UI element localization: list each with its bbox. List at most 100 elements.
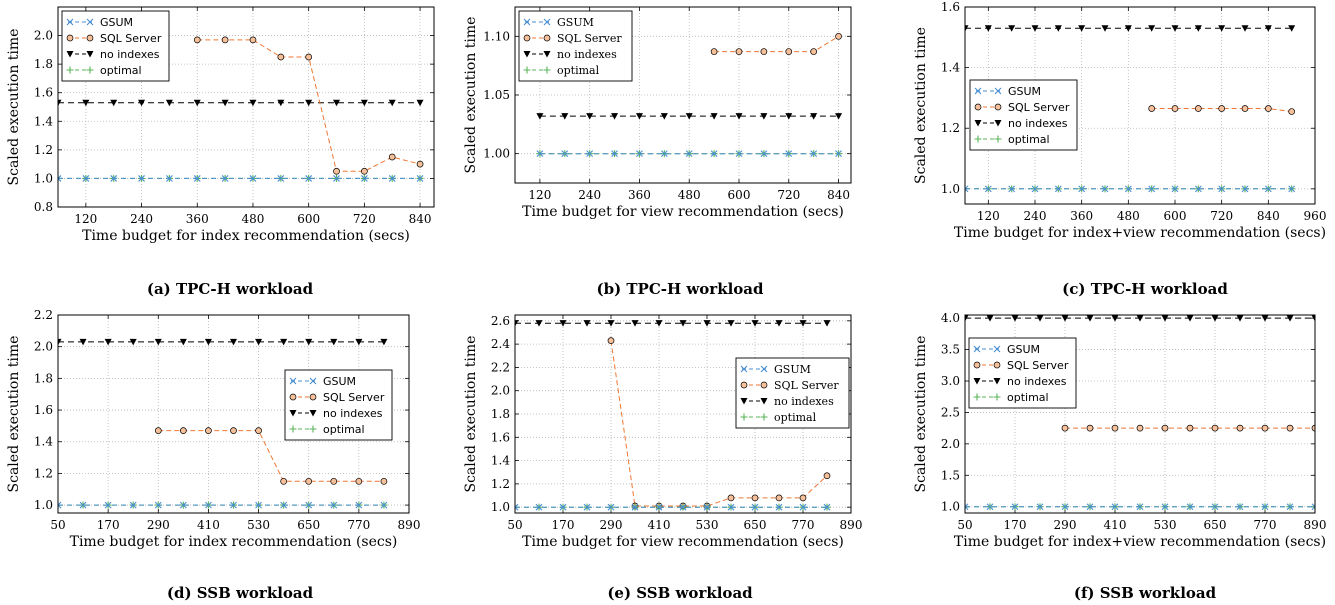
- data-point-no-indexes: [703, 320, 711, 327]
- data-point-gsum: [1086, 503, 1094, 511]
- legend-box: [969, 79, 1078, 151]
- data-point-no-indexes: [679, 320, 687, 327]
- data-point-gsum: [984, 185, 992, 193]
- series-sql-server: [1148, 105, 1296, 115]
- data-point-no-indexes: [1008, 25, 1016, 32]
- series-layer: [965, 25, 1296, 193]
- legend-item-optimal: optimal: [973, 391, 1049, 404]
- data-point-no-indexes: [660, 113, 668, 120]
- legend-marker: [760, 398, 768, 405]
- data-point-no-indexes: [249, 99, 257, 107]
- x-tick-label: 290: [147, 518, 170, 532]
- data-point-no-indexes: [1194, 25, 1202, 32]
- series-line-sql-server: [610, 340, 828, 507]
- series-sql-server: [1061, 424, 1315, 432]
- data-point-gsum: [416, 175, 424, 182]
- x-axis-label: Time budget for index recommendation (se…: [82, 228, 410, 244]
- data-point-gsum: [561, 150, 569, 158]
- series-layer: [58, 338, 388, 509]
- data-point-no-indexes: [760, 113, 768, 120]
- legend-marker: [289, 377, 297, 385]
- y-tick-label: 1.2: [34, 143, 53, 157]
- data-point-optimal: [1311, 503, 1315, 511]
- data-point-sql-server: [1194, 105, 1202, 112]
- y-axis-label: Scaled execution time: [463, 336, 479, 493]
- x-tick-label: 530: [247, 518, 270, 532]
- data-point-no-indexes: [1148, 25, 1156, 32]
- data-point-gsum: [58, 175, 62, 182]
- x-tick-label: 840: [409, 212, 432, 226]
- legend-marker: [523, 34, 531, 42]
- data-point-no-indexes: [1054, 25, 1062, 32]
- legend-marker: [994, 135, 1002, 143]
- x-tick-label: 410: [197, 518, 220, 532]
- legend-marker: [740, 365, 748, 373]
- series-gsum: [515, 503, 831, 511]
- data-point-gsum: [1171, 185, 1179, 193]
- data-point-no-indexes: [799, 320, 807, 327]
- legend-label: SQL Server: [557, 32, 622, 45]
- series-gsum: [536, 150, 842, 158]
- x-tick-label: 600: [297, 212, 320, 226]
- data-point-no-indexes: [1101, 25, 1109, 32]
- data-point-no-indexes: [1311, 315, 1315, 322]
- legend-label: optimal: [557, 64, 600, 77]
- legend-marker: [973, 393, 981, 401]
- data-point-gsum: [255, 501, 262, 509]
- data-point-gsum: [685, 150, 693, 158]
- data-point-no-indexes: [1288, 25, 1296, 32]
- data-point-gsum: [586, 150, 594, 158]
- data-point-gsum: [1101, 185, 1109, 193]
- legend-item-no-indexes: no indexes: [974, 117, 1068, 130]
- y-tick-label: 1.05: [483, 88, 510, 102]
- x-axis-label: Time budget for index+view recommendatio…: [954, 225, 1326, 241]
- data-point-sql-server: [355, 477, 363, 485]
- data-point-gsum: [330, 501, 338, 509]
- x-tick-label: 770: [347, 518, 370, 532]
- legend-item-sql-server: SQL Server: [974, 101, 1070, 114]
- data-point-no-indexes: [1161, 315, 1169, 322]
- x-tick-label: 410: [648, 518, 671, 532]
- series-no-indexes: [536, 113, 843, 120]
- data-point-no-indexes: [586, 113, 594, 120]
- x-tick-label: 650: [744, 518, 767, 532]
- data-point-no-indexes: [735, 113, 743, 120]
- legend-item-gsum: GSUM: [974, 85, 1041, 98]
- data-point-gsum: [1061, 503, 1069, 511]
- y-tick-label: 1.6: [34, 86, 53, 100]
- data-point-gsum: [305, 175, 313, 182]
- x-tick-label: 290: [1054, 518, 1077, 532]
- series-layer: [536, 32, 843, 158]
- data-point-sql-server: [1286, 424, 1294, 432]
- x-tick-label: 720: [353, 212, 376, 226]
- data-point-gsum: [1311, 503, 1315, 511]
- data-point-gsum: [1036, 503, 1044, 511]
- data-point-no-indexes: [559, 320, 567, 327]
- data-point-sql-server: [1218, 105, 1226, 112]
- data-point-no-indexes: [1061, 315, 1069, 322]
- data-point-no-indexes: [280, 338, 288, 346]
- x-axis-label: Time budget for index recommendation (se…: [70, 534, 398, 550]
- y-tick-label: 1.4: [491, 454, 510, 468]
- data-point-sql-server: [1161, 424, 1169, 432]
- legend-marker: [523, 51, 531, 58]
- legend-item-optimal: optimal: [740, 411, 817, 424]
- x-tick-label: 720: [1210, 209, 1233, 223]
- data-point-gsum: [607, 503, 615, 511]
- data-point-gsum: [1241, 185, 1249, 193]
- data-point-gsum: [1218, 185, 1226, 193]
- data-point-gsum: [277, 175, 285, 182]
- legend-marker: [974, 120, 982, 127]
- y-tick-label: 1.0: [491, 500, 510, 514]
- data-point-sql-server: [1111, 424, 1119, 432]
- legend-marker: [543, 18, 551, 26]
- legend-marker: [993, 361, 1001, 369]
- chart-panel-f: 50 170 290 410 530 650 770 890 1.0 1.5 2.0 2.5 3.0 3.…: [913, 311, 1326, 602]
- legend-label: no indexes: [774, 395, 834, 408]
- y-tick-label: 2.0: [34, 29, 53, 43]
- data-point-no-indexes: [305, 338, 313, 346]
- legend-marker: [86, 51, 94, 58]
- plot-frame: [57, 6, 435, 208]
- legend-item-sql-server: SQL Server: [973, 359, 1069, 372]
- plot-frame: [964, 314, 1316, 514]
